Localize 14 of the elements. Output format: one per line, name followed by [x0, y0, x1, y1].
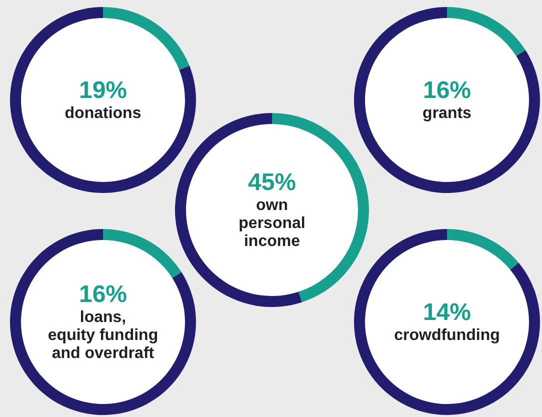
donut-slice: [447, 229, 519, 270]
donut-slice: [103, 229, 182, 278]
data-label: 14%: [422, 299, 472, 327]
slice-label: loans, equity funding and overdraft: [48, 309, 158, 363]
slice-label: own personal income: [238, 197, 306, 251]
donut-slice: [447, 7, 526, 56]
data-label: 19%: [78, 77, 128, 105]
slice-label: donations: [64, 105, 142, 123]
data-label: 16%: [78, 281, 128, 309]
slice-label: grants: [422, 105, 472, 123]
donut-slice: [103, 7, 190, 70]
data-label: 45%: [248, 169, 296, 197]
data-label: 16%: [422, 77, 472, 105]
slice-label: crowdfunding: [394, 327, 500, 345]
